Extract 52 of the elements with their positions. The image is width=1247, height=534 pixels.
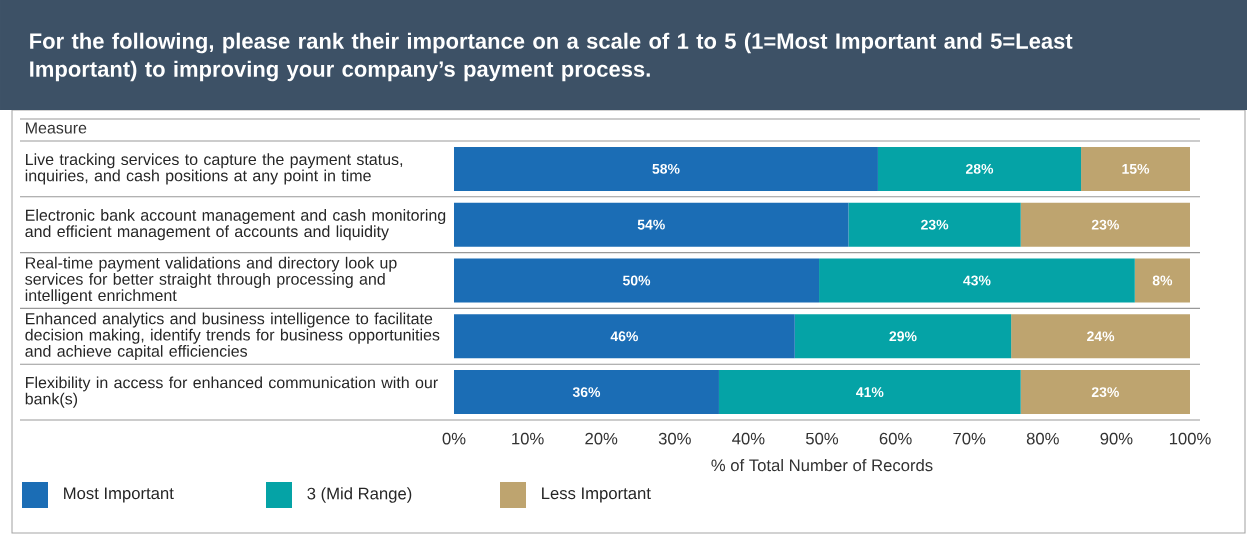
data-label: 23% xyxy=(1091,387,1119,398)
bar xyxy=(454,314,795,359)
y-tick-label: Flexibility in access for enhanced communication with our bank(s) xyxy=(25,376,438,408)
bar xyxy=(718,370,1021,415)
bar xyxy=(794,314,1012,359)
chart-title: For the following, please rank their importance on a scale of 1 to 5 (1=Most Important and 5=Least Important) to improving your company’s payment process. xyxy=(30,32,1073,82)
y-axis-title: Measure xyxy=(26,122,87,134)
data-label: 58% xyxy=(652,163,680,174)
x-tick-label: 10% xyxy=(512,432,544,445)
bar xyxy=(819,258,1135,303)
data-label: 41% xyxy=(856,387,884,397)
x-tick-label: 60% xyxy=(879,432,912,445)
x-tick-label: 80% xyxy=(1026,432,1059,445)
y-tick-label: Electronic bank account management and cash monitoring and efficient management of accounts and liquidity xyxy=(25,209,446,241)
data-label: 28% xyxy=(965,163,994,174)
x-tick-label: 30% xyxy=(658,432,691,445)
bar xyxy=(1011,314,1190,359)
bar xyxy=(1020,202,1190,247)
x-tick-label: 0% xyxy=(442,432,466,445)
legend-label: Most Important xyxy=(64,487,174,503)
bar xyxy=(1020,370,1190,415)
data-label: 23% xyxy=(1091,219,1119,230)
x-tick-label: 90% xyxy=(1100,432,1133,445)
x-tick-label: 100% xyxy=(1169,432,1211,445)
bar xyxy=(454,146,878,191)
bar xyxy=(454,258,820,303)
bar xyxy=(454,202,849,247)
data-label: 46% xyxy=(610,331,639,342)
data-label: 50% xyxy=(622,275,651,286)
data-label: 24% xyxy=(1087,331,1115,342)
legend-label: 3 (Mid Range) xyxy=(307,487,412,503)
bar xyxy=(1134,258,1190,303)
y-tick-label: Enhanced analytics and business intelligence to facilitate decision making, identify trends for business opportunities and achieve capital efficiencies xyxy=(25,312,440,360)
x-tick-label: 50% xyxy=(805,432,839,445)
data-label: 43% xyxy=(963,275,991,286)
data-label: 15% xyxy=(1122,163,1150,174)
x-axis-title: % of Total Number of Records xyxy=(711,458,933,472)
y-tick-label: Live tracking services to capture the payment status, inquiries, and cash positions at any point in time xyxy=(25,153,403,185)
bar xyxy=(1081,146,1190,191)
x-tick-label: 20% xyxy=(585,432,618,445)
data-label: 23% xyxy=(921,219,949,230)
x-tick-label: 70% xyxy=(953,432,986,445)
legend-label: Less Important xyxy=(542,487,651,503)
data-label: 54% xyxy=(637,219,665,230)
bar xyxy=(848,202,1021,247)
bar xyxy=(454,370,719,415)
data-label: 36% xyxy=(572,387,601,398)
y-tick-label: Real-time payment validations and directory look up services for better straight through processing and intelligent enrichment xyxy=(25,256,397,305)
data-label: 29% xyxy=(889,331,917,342)
data-label: 8% xyxy=(1152,275,1173,286)
bar xyxy=(877,146,1082,191)
x-tick-label: 40% xyxy=(732,432,765,445)
